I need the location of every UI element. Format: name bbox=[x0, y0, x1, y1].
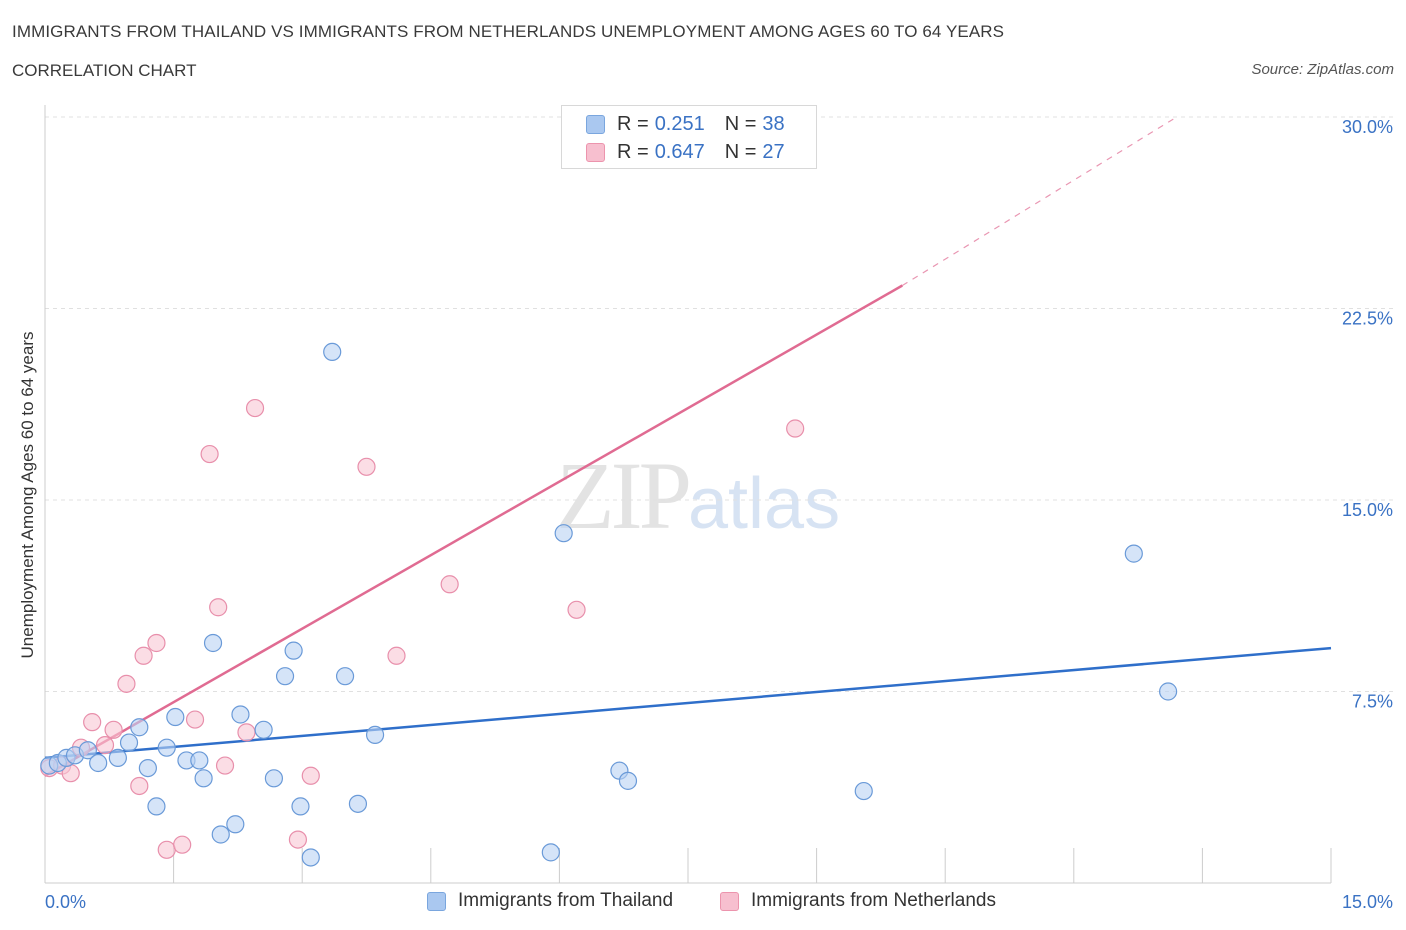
y-tick-label: 22.5% bbox=[1342, 309, 1393, 329]
data-point-netherlands bbox=[147, 633, 166, 653]
data-point-netherlands bbox=[117, 674, 136, 693]
x-tick-label: 15.0% bbox=[1342, 892, 1393, 912]
trend-line-netherlands-extrapolated bbox=[902, 116, 1177, 287]
data-point-thailand bbox=[254, 720, 273, 739]
legend-r-label: R = bbox=[617, 112, 649, 135]
data-point-netherlands bbox=[567, 600, 586, 619]
data-point-netherlands bbox=[786, 419, 805, 438]
data-point-netherlands bbox=[245, 398, 265, 418]
data-point-thailand bbox=[1159, 682, 1178, 701]
data-point-thailand bbox=[291, 797, 310, 816]
data-point-thailand bbox=[264, 769, 284, 788]
data-point-thailand bbox=[348, 794, 368, 813]
data-point-thailand bbox=[854, 781, 873, 801]
data-point-netherlands bbox=[387, 646, 406, 665]
watermark: ZIPatlas bbox=[556, 440, 840, 551]
data-point-thailand bbox=[301, 848, 320, 867]
source-label: Source: ZipAtlas.com bbox=[1251, 61, 1394, 78]
series-legend-label: Immigrants from Thailand bbox=[458, 890, 674, 911]
series-legend-thailand: Immigrants from Thailand bbox=[427, 890, 673, 912]
data-point-thailand bbox=[78, 741, 97, 760]
data-point-thailand bbox=[554, 524, 573, 543]
data-point-netherlands bbox=[134, 646, 153, 665]
legend-r-label: R = bbox=[617, 140, 649, 163]
data-point-thailand bbox=[231, 705, 250, 724]
legend-r-value: 0.647 bbox=[654, 140, 705, 163]
data-point-thailand bbox=[211, 825, 230, 844]
data-point-netherlands bbox=[301, 766, 320, 785]
data-point-netherlands bbox=[130, 776, 149, 796]
data-point-thailand bbox=[130, 718, 149, 737]
chart-title: IMMIGRANTS FROM THAILAND VS IMMIGRANTS F… bbox=[12, 22, 1005, 41]
data-point-netherlands bbox=[95, 736, 115, 755]
legend-r-value: 0.251 bbox=[654, 112, 705, 135]
data-point-netherlands bbox=[209, 598, 228, 617]
data-point-thailand bbox=[203, 633, 223, 653]
y-tick-label: 30.0% bbox=[1342, 117, 1393, 137]
data-point-netherlands bbox=[237, 723, 256, 742]
data-point-thailand bbox=[190, 751, 209, 770]
series-legend: Immigrants from Thailand Immigrants from… bbox=[0, 890, 1406, 916]
trend-line-netherlands bbox=[44, 284, 903, 777]
data-point-netherlands bbox=[83, 713, 102, 732]
data-points bbox=[40, 342, 1178, 867]
data-point-thailand bbox=[1124, 544, 1143, 563]
data-point-netherlands bbox=[185, 710, 205, 729]
data-point-netherlands bbox=[200, 444, 219, 464]
data-point-thailand bbox=[166, 707, 185, 727]
data-point-thailand bbox=[365, 725, 385, 745]
data-point-thailand bbox=[284, 641, 303, 660]
y-tick-label: 7.5% bbox=[1352, 692, 1393, 712]
data-point-thailand bbox=[89, 753, 108, 773]
data-point-thailand bbox=[226, 815, 245, 834]
series-legend-netherlands: Immigrants from Netherlands bbox=[720, 890, 996, 912]
correlation-legend: R = 0.251 N = 38 R = 0.647 N = 27 bbox=[561, 105, 817, 169]
tick-labels: 7.5% 15.0% 22.5% 30.0% 0.0% 15.0% bbox=[45, 117, 1393, 912]
series-swatch-thailand bbox=[427, 891, 446, 911]
data-point-netherlands bbox=[357, 457, 376, 476]
legend-swatch-netherlands bbox=[586, 142, 605, 162]
axes bbox=[44, 105, 1332, 884]
data-point-thailand bbox=[275, 667, 295, 686]
data-point-thailand bbox=[194, 769, 213, 788]
data-point-netherlands bbox=[215, 756, 235, 775]
legend-row-netherlands: R = 0.647 N = 27 bbox=[586, 140, 785, 164]
series-legend-label: Immigrants from Netherlands bbox=[751, 890, 996, 911]
data-point-thailand bbox=[138, 758, 157, 778]
legend-row-thailand: R = 0.251 N = 38 bbox=[586, 112, 785, 136]
data-point-thailand bbox=[618, 771, 638, 790]
legend-swatch-thailand bbox=[586, 114, 605, 134]
legend-n-label: N = bbox=[724, 140, 757, 163]
data-point-netherlands bbox=[440, 575, 459, 594]
data-point-netherlands bbox=[157, 840, 176, 859]
chart-subtitle: CORRELATION CHART bbox=[12, 61, 197, 80]
trend-lines bbox=[44, 116, 1332, 777]
legend-n-label: N = bbox=[724, 112, 757, 135]
legend-n-value: 38 bbox=[762, 112, 785, 135]
data-point-thailand bbox=[541, 843, 560, 862]
data-point-netherlands bbox=[288, 830, 308, 849]
data-point-netherlands bbox=[173, 835, 192, 854]
data-point-thailand bbox=[157, 738, 176, 757]
y-tick-label: 15.0% bbox=[1342, 500, 1393, 520]
data-point-thailand bbox=[108, 748, 127, 767]
data-point-thailand bbox=[323, 342, 342, 362]
watermark-atlas: atlas bbox=[688, 464, 841, 544]
series-swatch-netherlands bbox=[720, 891, 739, 911]
x-tick-label: 0.0% bbox=[45, 892, 86, 912]
data-point-netherlands bbox=[104, 720, 123, 739]
y-axis-label: Unemployment Among Ages 60 to 64 years bbox=[18, 331, 37, 659]
trend-line-thailand bbox=[44, 646, 1332, 760]
watermark-zip: ZIP bbox=[556, 442, 692, 549]
data-point-thailand bbox=[335, 667, 355, 686]
legend-n-value: 27 bbox=[762, 140, 785, 163]
data-point-thailand bbox=[147, 797, 166, 816]
data-point-thailand bbox=[119, 733, 139, 752]
